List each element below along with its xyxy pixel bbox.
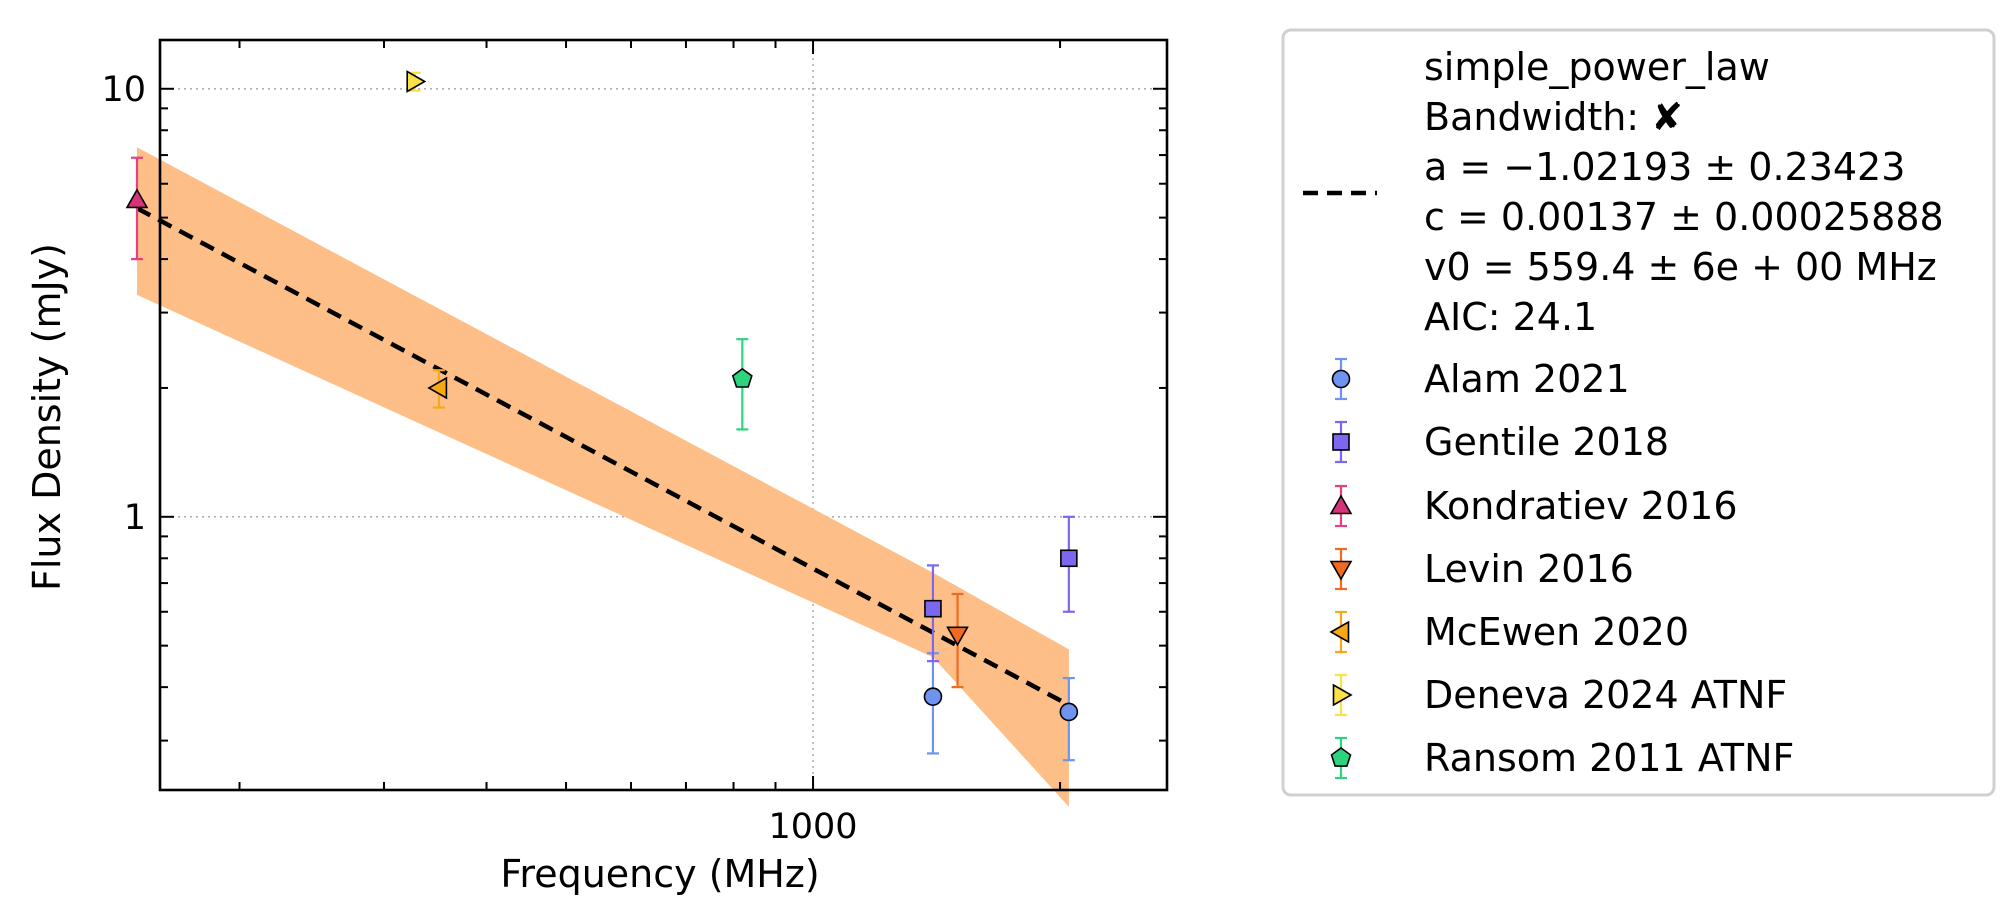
legend-kondratiev-2016-marker — [1329, 494, 1353, 515]
ransom-2011-atnf-point-0 — [731, 367, 753, 388]
gentile-2018-point-1 — [1060, 549, 1078, 568]
y-tick-label-10: 10 — [101, 70, 146, 110]
legend-fit-line-5: v0 = 559.4 ± 6e + 00 MHz — [1424, 245, 1937, 289]
x-tick-label-1000: 1000 — [769, 807, 858, 847]
x-axis-label: Frequency (MHz) — [500, 852, 819, 896]
fit-line — [135, 206, 1070, 707]
plot-area: 1000 1 10 — [101, 38, 1169, 847]
y-axis-label: Flux Density (mJy) — [25, 243, 69, 591]
legend-label-levin-2016: Levin 2016 — [1424, 547, 1634, 591]
legend-levin-2016-marker — [1329, 560, 1353, 581]
kondratiev-2016-point-0 — [125, 188, 149, 209]
legend-label-gentile-2018: Gentile 2018 — [1424, 420, 1669, 464]
legend-label-mcewen-2020: McEwen 2020 — [1424, 610, 1689, 654]
legend-fit-line-2: Bandwidth: ✘ — [1424, 95, 1683, 139]
legend-fit-line-6: AIC: 24.1 — [1424, 295, 1597, 339]
legend-label-ransom-2011-atnf: Ransom 2011 ATNF — [1424, 736, 1794, 780]
mcewen-2020-point-0 — [427, 376, 448, 400]
legend-deneva-2024-atnf-marker — [1332, 683, 1353, 707]
gentile-2018-point-0 — [924, 599, 942, 618]
legend-label-alam-2021: Alam 2021 — [1424, 357, 1630, 401]
legend-fit-line-3: a = −1.02193 ± 0.23423 — [1424, 145, 1905, 189]
alam-2021-point-1 — [1059, 702, 1079, 722]
legend-frame — [1281, 28, 1996, 797]
legend-fit-line-1: simple_power_law — [1424, 45, 1770, 89]
legend-fit-line-4: c = 0.00137 ± 0.00025888 — [1424, 195, 1944, 239]
kondratiev-2016-errorbar-0 — [131, 156, 144, 261]
legend-mcewen-2020-marker — [1329, 620, 1350, 644]
fit-uncertainty-band — [137, 147, 1069, 807]
legend: simple_power_law Bandwidth: ✘ a = −1.021… — [1281, 28, 1996, 797]
legend-label-kondratiev-2016: Kondratiev 2016 — [1424, 484, 1738, 528]
y-tick-label-1: 1 — [124, 498, 146, 538]
alam-2021-point-0 — [923, 687, 943, 706]
legend-gentile-2018-marker — [1332, 433, 1350, 451]
axes-frame — [158, 38, 1169, 792]
levin-2016-point-0 — [946, 626, 969, 647]
deneva-2024-atnf-point-0 — [406, 70, 427, 93]
legend-label-deneva-2024-atnf: Deneva 2024 ATNF — [1424, 673, 1787, 717]
legend-alam-2021-marker — [1331, 369, 1351, 389]
legend-ransom-2011-atnf-marker — [1330, 747, 1352, 767]
